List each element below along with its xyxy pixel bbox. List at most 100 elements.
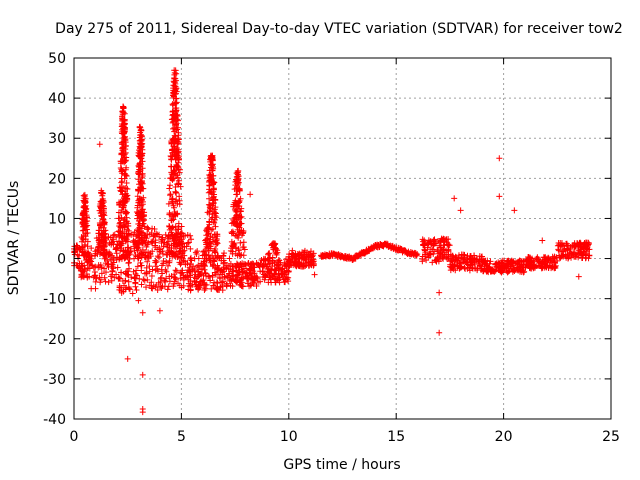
data-point [122,172,129,179]
grid [74,58,611,419]
data-point [545,264,552,271]
outlier-point [139,309,146,316]
data-point [263,263,270,270]
data-point [168,163,175,170]
data-point [205,273,212,280]
data-point [427,246,434,253]
data-point [135,209,142,216]
outlier-point [156,307,163,314]
data-point [206,219,213,226]
data-point [212,212,219,219]
data-point [158,238,165,245]
data-point [238,282,245,289]
data-point [277,265,284,272]
data-point [223,280,230,287]
data-point [98,187,105,194]
outlier-point [296,255,303,262]
x-tick-label: 10 [280,429,298,445]
data-point [183,243,190,250]
data-point [449,263,456,270]
data-point [101,220,108,227]
data-point [172,117,179,124]
y-tick-label: -20 [43,332,66,348]
data-point [195,255,202,262]
data-point [257,268,264,275]
data-point [211,206,218,213]
data-point [499,263,506,270]
data-point [172,183,179,190]
data-point [97,279,104,286]
data-point [171,128,178,135]
data-point [478,263,485,270]
outlier-point [96,141,103,148]
data-point [195,268,202,275]
data-point [504,258,511,265]
data-point [245,260,252,267]
data-point [118,234,125,241]
outlier-point [139,371,146,378]
outlier-point [496,155,503,162]
data-point [580,248,587,255]
data-point [172,87,179,94]
data-point [175,220,182,227]
data-point [487,265,494,272]
data-point [214,280,221,287]
data-point [186,272,193,279]
data-point [572,243,579,250]
data-point [474,267,481,274]
data-point [272,240,279,247]
outlier-point [247,191,254,198]
data-point [135,244,142,251]
data-point [137,259,144,266]
data-point [208,155,215,162]
data-point [208,178,215,185]
data-point [557,242,564,249]
data-point [299,254,306,261]
data-point [136,124,143,131]
outlier-point [88,285,95,292]
data-point [253,275,260,282]
data-point [137,161,144,168]
data-point [206,186,213,193]
data-point [215,265,222,272]
data-point [565,255,572,262]
data-point [206,195,213,202]
data-point [234,223,241,230]
data-point [171,167,178,174]
data-point [307,248,314,255]
data-point [560,248,567,255]
data-point [178,284,185,291]
data-point [144,224,151,231]
outlier-point [311,271,318,278]
data-point [212,249,219,256]
data-point [443,247,450,254]
data-point [431,248,438,255]
data-point [166,185,173,192]
data-point [172,80,179,87]
data-point [265,251,272,258]
data-point [97,240,104,247]
data-point [77,267,84,274]
outlier-point [229,243,236,250]
data-point [173,148,180,155]
data-point [179,239,186,246]
data-point [529,255,536,262]
data-point [549,263,556,270]
data-point [109,236,116,243]
data-point [126,285,133,292]
data-point [122,286,129,293]
data-point [96,237,103,244]
data-point [138,127,145,134]
data-point [210,185,217,192]
data-point [202,248,209,255]
data-point [174,254,181,261]
data-point [272,249,279,256]
data-point [171,75,178,82]
data-point [175,124,182,131]
data-point [223,281,230,288]
data-point [237,239,244,246]
data-point [191,267,198,274]
y-tick-label: 20 [48,171,66,187]
data-point [425,254,432,261]
data-point [146,263,153,270]
